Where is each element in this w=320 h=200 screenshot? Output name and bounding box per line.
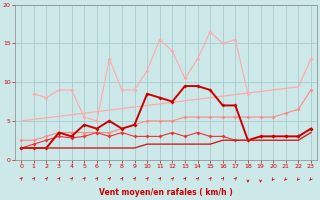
X-axis label: Vent moyen/en rafales ( km/h ): Vent moyen/en rafales ( km/h ) (99, 188, 233, 197)
